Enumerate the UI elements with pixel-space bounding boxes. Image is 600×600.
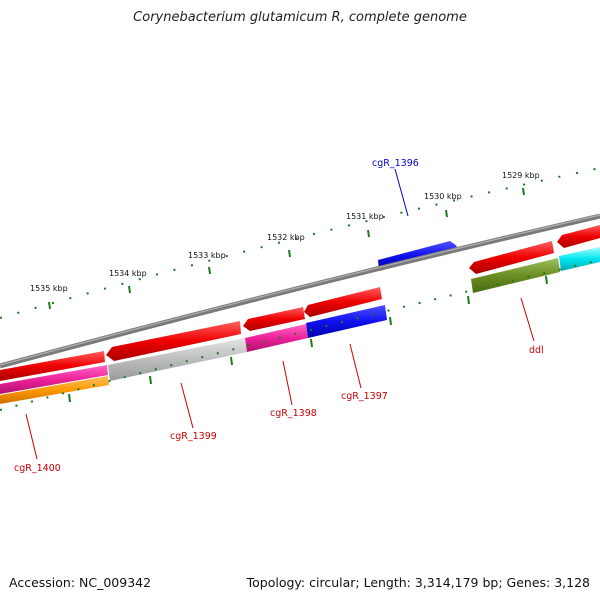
- band-gray-cgR_1399[interactable]: [108, 338, 247, 381]
- band-olive-ddl[interactable]: [471, 258, 560, 293]
- band-orange-left[interactable]: [0, 376, 109, 404]
- outer-scale-ticks: [0, 167, 600, 319]
- gene-red-2[interactable]: [106, 321, 241, 361]
- leader-cgR_1398: [282, 360, 293, 406]
- band-magenta-left[interactable]: [0, 365, 108, 394]
- leader-cgR_1399: [180, 382, 194, 429]
- gene-label-cgR_1398[interactable]: cgR_1398: [270, 408, 317, 419]
- map-title: Corynebacterium glutamicum R, complete g…: [133, 10, 467, 25]
- genome-backbone: [0, 213, 600, 369]
- leader-ddl: [520, 297, 535, 342]
- gene-red-4[interactable]: [304, 287, 382, 317]
- band-cyan-right[interactable]: [559, 247, 600, 271]
- gene-red-3[interactable]: [243, 307, 305, 331]
- scale-label-1532: 1532 kbp: [267, 233, 305, 242]
- gene-red-1[interactable]: [0, 351, 105, 381]
- gene-red-6[interactable]: [557, 225, 600, 248]
- gene-label-cgR_1399[interactable]: cgR_1399: [170, 431, 217, 442]
- scale-label-1531: 1531 kbp: [346, 212, 384, 221]
- leader-cgR_1396: [394, 168, 409, 217]
- accession-text: Accession: NC_009342: [9, 575, 152, 590]
- scale-label-1529: 1529 kbp: [502, 171, 540, 180]
- band-blue-cgR_1397[interactable]: [306, 305, 387, 338]
- scale-label-1530: 1530 kbp: [424, 192, 462, 201]
- band-magenta-cgR_1398[interactable]: [245, 324, 308, 352]
- genome-info-text: Topology: circular; Length: 3,314,179 bp…: [246, 575, 590, 590]
- gene-label-cgR_1396[interactable]: cgR_1396: [372, 158, 419, 169]
- gene-label-cgR_1397[interactable]: cgR_1397: [341, 391, 388, 402]
- gene-label-ddl[interactable]: ddl: [529, 345, 544, 356]
- scale-label-1533: 1533 kbp: [188, 251, 226, 260]
- scale-label-1534: 1534 kbp: [109, 269, 147, 278]
- leader-cgR_1400: [25, 413, 38, 460]
- reverse-strand-genes: [0, 225, 600, 381]
- leader-cgR_1397: [349, 343, 362, 389]
- gene-label-cgR_1400[interactable]: cgR_1400: [14, 463, 61, 474]
- annotation-bands: [0, 247, 600, 404]
- gene-red-5[interactable]: [469, 241, 554, 274]
- inner-scale-ticks: [0, 259, 600, 411]
- scale-label-1535: 1535 kbp: [30, 284, 68, 293]
